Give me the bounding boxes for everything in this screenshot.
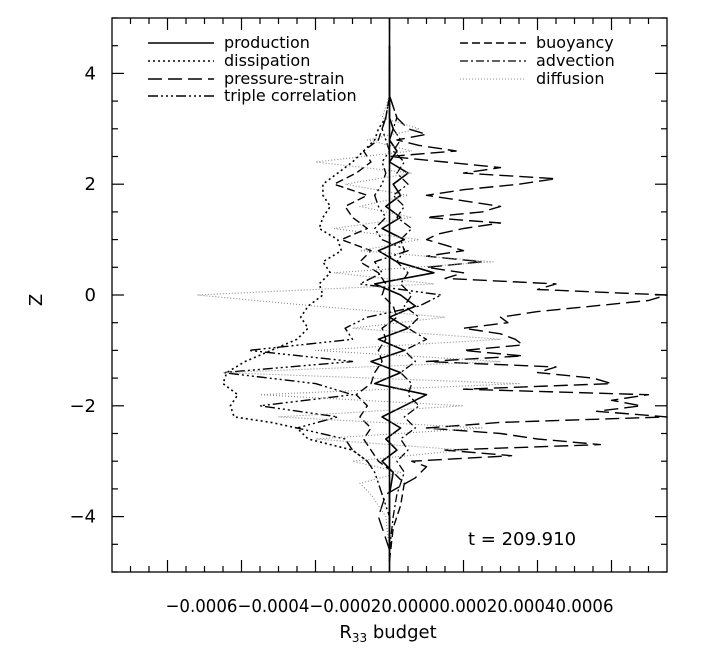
legend-label: diffusion bbox=[536, 69, 604, 88]
x-tick-label: −0.0006 bbox=[128, 596, 206, 617]
series-lines bbox=[196, 45, 668, 561]
series-pressure-strain bbox=[377, 45, 668, 551]
series-triple-correlation bbox=[222, 62, 442, 550]
x-tick-label: 0.0004 bbox=[210, 596, 273, 617]
x-axis-label-sub: 33 bbox=[352, 631, 367, 645]
x-axis-label: R33 budget bbox=[339, 622, 436, 645]
y-axis-label: Z bbox=[26, 294, 47, 306]
axis-ticks: −0.0006−0.0004−0.00020.00000.00020.00040… bbox=[69, 17, 667, 617]
y-tick-label: −4 bbox=[69, 507, 96, 528]
x-axis-label-rest: budget bbox=[367, 622, 437, 643]
y-tick-label: 2 bbox=[85, 174, 96, 195]
x-tick-label: 0.0004 bbox=[506, 596, 569, 617]
y-tick-label: 0 bbox=[85, 285, 96, 306]
legend-label: pressure-strain bbox=[224, 69, 344, 88]
legend-label: advection bbox=[536, 51, 615, 70]
x-axis-label-base: R bbox=[339, 622, 352, 643]
legend-label: dissipation bbox=[224, 51, 310, 70]
legend-label: triple correlation bbox=[224, 86, 357, 105]
x-tick-label: 0.0006 bbox=[580, 596, 643, 617]
legend-label: buoyancy bbox=[536, 33, 614, 52]
x-tick-label: −0.0002 bbox=[276, 596, 354, 617]
x-tick-label: 0.0000 bbox=[358, 596, 421, 617]
y-tick-label: −2 bbox=[69, 396, 96, 417]
x-tick-label: 0.0002 bbox=[432, 596, 495, 617]
legend-label: production bbox=[224, 33, 310, 52]
y-tick-label: 4 bbox=[85, 63, 96, 84]
legend: productiondissipationpressure-straintrip… bbox=[148, 33, 615, 105]
series-advection bbox=[388, 62, 428, 550]
time-annotation: t = 209.910 bbox=[468, 529, 576, 550]
series-diffusion bbox=[196, 62, 520, 550]
x-tick-labels: −0.0006−0.0004−0.00020.00000.00020.00040… bbox=[166, 596, 614, 617]
series-buoyancy bbox=[333, 62, 405, 561]
